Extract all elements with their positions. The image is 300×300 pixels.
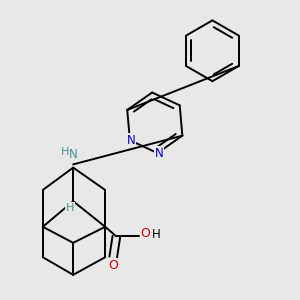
- Text: O: O: [140, 227, 150, 240]
- Text: N: N: [155, 147, 164, 160]
- Text: O: O: [108, 259, 118, 272]
- Text: N: N: [69, 148, 78, 161]
- Text: H: H: [66, 202, 74, 213]
- Text: H: H: [61, 147, 69, 157]
- Text: H: H: [152, 228, 161, 241]
- Text: N: N: [127, 134, 136, 147]
